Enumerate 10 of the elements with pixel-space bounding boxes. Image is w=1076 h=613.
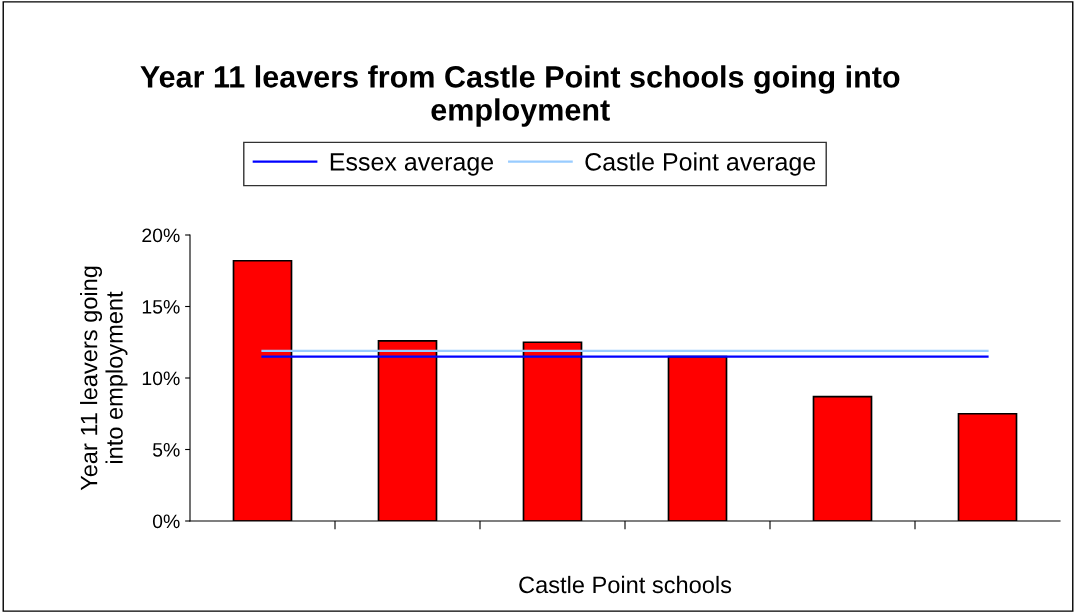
y-axis-title: Year 11 leavers going into employment [80, 266, 128, 491]
y-tick-label: 0% [152, 514, 180, 529]
legend-label: Castle Point average [585, 152, 816, 176]
chart-title: Year 11 leavers from Castle Point schools going into employment [140, 65, 900, 127]
x-axis-title: Castle Point schools [519, 575, 732, 594]
y-tick-label: 10% [142, 371, 180, 386]
y-tick-label: 5% [152, 443, 180, 457]
y-tick-label: 20% [142, 228, 180, 243]
legend-label: Essex average [330, 153, 494, 176]
y-tick-label: 15% [142, 300, 180, 314]
